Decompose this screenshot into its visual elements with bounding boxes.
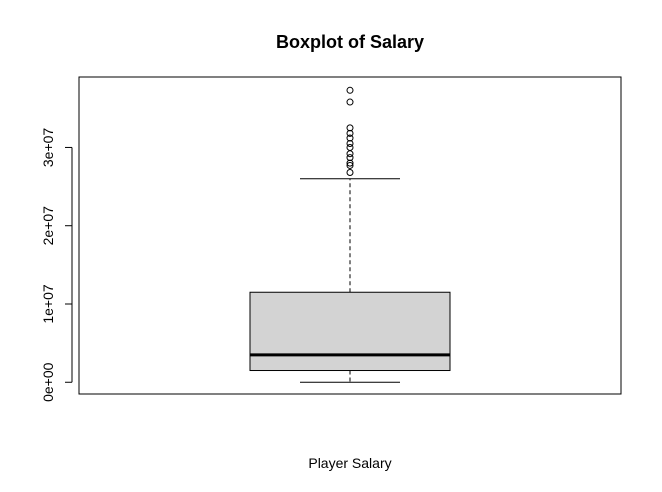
outliers (346, 86, 354, 176)
iqr-box (249, 291, 451, 372)
outlier-point (346, 129, 354, 137)
plot-frame (78, 76, 622, 395)
y-axis: 0e+00 1e+07 2e+07 3e+07 (40, 128, 73, 402)
outlier-point (346, 140, 354, 148)
outlier-point (346, 143, 354, 151)
outlier-point (346, 159, 354, 167)
outlier-point (346, 150, 354, 158)
y-tick-label: 2e+07 (40, 206, 56, 246)
y-tick-label: 0e+00 (40, 362, 56, 402)
outlier-point (346, 86, 354, 94)
boxplot (249, 178, 451, 383)
y-tick-label: 1e+07 (40, 284, 56, 324)
outlier-point (346, 124, 354, 132)
y-tick-label: 3e+07 (40, 128, 56, 168)
outlier-point (346, 168, 354, 176)
x-axis-label: Player Salary (308, 455, 391, 471)
outlier-point (346, 154, 354, 162)
outlier-point (346, 98, 354, 106)
outlier-point (346, 134, 354, 142)
outlier-point (346, 161, 354, 169)
chart-title: Boxplot of Salary (276, 32, 424, 52)
